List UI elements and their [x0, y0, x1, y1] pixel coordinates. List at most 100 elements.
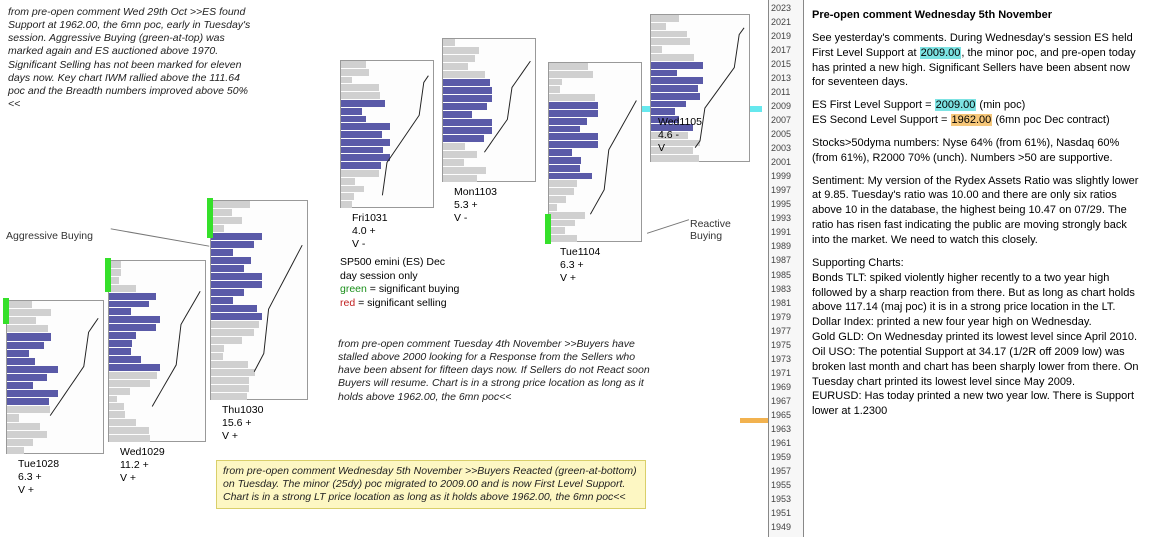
profile-mon1103 [442, 38, 536, 182]
price-path [443, 39, 535, 180]
commentary-p11: EURUSD: Has today printed a new two year… [812, 389, 1140, 419]
chart-area: from pre-open comment Wed 29th Oct >>ES … [0, 0, 768, 537]
price-tick: 1963 [771, 425, 791, 434]
day-range: 6.3 + [18, 471, 59, 484]
price-tick: 2003 [771, 144, 791, 153]
day-range: 5.3 + [454, 199, 497, 212]
price-tick: 1985 [771, 271, 791, 280]
day-label-mon1103: Mon11035.3 +V - [454, 186, 497, 225]
note-wed5nov-box: from pre-open comment Wednesday 5th Nove… [216, 460, 646, 509]
price-axis: 2023202120192017201520132011200920072005… [768, 0, 804, 537]
price-tick: 2011 [771, 88, 790, 97]
price-path [109, 261, 205, 439]
price-path [549, 63, 641, 239]
price-tick: 1959 [771, 453, 791, 462]
price-tick: 1977 [771, 327, 791, 336]
price-tick: 1989 [771, 242, 791, 251]
price-tick: 2013 [771, 74, 791, 83]
day-vol: V + [560, 272, 600, 285]
day-range: 6.3 + [560, 259, 600, 272]
day-name: Wed1105 [658, 116, 702, 129]
arrow-aggr-buying [111, 228, 210, 246]
day-vol: V [658, 142, 702, 155]
day-vol: V + [18, 484, 59, 497]
commentary-p10: Oil USO: The potential Support at 34.17 … [812, 345, 1140, 390]
aggressive-buying-label: Aggressive Buying [6, 230, 93, 242]
day-vol: V - [352, 238, 388, 251]
legend-instrument: SP500 emini (ES) Dec [340, 256, 530, 270]
price-tick: 1995 [771, 200, 791, 209]
price-tick: 1953 [771, 495, 791, 504]
day-name: Tue1104 [560, 246, 600, 259]
commentary-panel: Pre-open comment Wednesday 5th November … [812, 8, 1140, 427]
note-tue4nov: from pre-open comment Tuesday 4th Novemb… [338, 338, 658, 404]
chart-legend: SP500 emini (ES) Dec day session only gr… [340, 256, 530, 311]
price-tick: 1965 [771, 411, 791, 420]
hl-second-support-val: 1962.00 [951, 114, 993, 126]
hl-first-support: 2009.00 [920, 47, 962, 59]
day-name: Tue1028 [18, 458, 59, 471]
day-label-tue1028: Tue10286.3 +V + [18, 458, 59, 497]
profile-tue1104 [548, 62, 642, 242]
price-tick: 1983 [771, 285, 791, 294]
price-tick: 1969 [771, 383, 791, 392]
legend-session: day session only [340, 270, 530, 284]
commentary-p8: Dollar Index: printed a new four year hi… [812, 315, 1140, 330]
day-vol: V + [120, 472, 165, 485]
day-vol: V + [222, 430, 263, 443]
price-tick: 1993 [771, 214, 791, 223]
price-tick: 1955 [771, 481, 791, 490]
price-tick: 1999 [771, 172, 791, 181]
day-range: 15.6 + [222, 417, 263, 430]
price-tick: 1975 [771, 341, 791, 350]
profile-wed1029 [108, 260, 206, 442]
price-tick: 2015 [771, 60, 791, 69]
note-wed29oct: from pre-open comment Wed 29th Oct >>ES … [8, 6, 258, 111]
profile-tue1028 [6, 300, 104, 454]
price-tick: 1949 [771, 523, 791, 532]
orange-support-line [740, 418, 770, 423]
price-path [341, 61, 433, 206]
price-tick: 1973 [771, 355, 791, 364]
price-tick: 1981 [771, 299, 791, 308]
day-label-tue1104: Tue11046.3 +V + [560, 246, 600, 285]
price-tick: 2017 [771, 46, 791, 55]
price-path [7, 301, 103, 452]
commentary-p4: Stocks>50dyma numbers: Nyse 64% (from 61… [812, 136, 1140, 166]
price-path [211, 201, 307, 397]
day-range: 4.6 - [658, 129, 702, 142]
day-name: Wed1029 [120, 446, 165, 459]
day-vol: V - [454, 212, 497, 225]
reactive-buying-label: Reactive Buying [690, 218, 750, 242]
day-label-fri1031: Fri10314.0 +V - [352, 212, 388, 251]
day-label-wed1105: Wed11054.6 -V [658, 116, 702, 155]
price-tick: 2005 [771, 130, 791, 139]
green-mark-wed1029 [105, 258, 111, 292]
price-tick: 1971 [771, 369, 791, 378]
price-tick: 2001 [771, 158, 791, 167]
price-tick: 2007 [771, 116, 791, 125]
commentary-p5: Sentiment: My version of the Rydex Asset… [812, 174, 1140, 248]
day-label-thu1030: Thu103015.6 +V + [222, 404, 263, 443]
commentary-p7: Bonds TLT: spiked violently higher recen… [812, 271, 1140, 316]
price-tick: 2009 [771, 102, 791, 111]
price-tick: 2021 [771, 18, 791, 27]
price-tick: 1957 [771, 467, 791, 476]
day-name: Thu1030 [222, 404, 263, 417]
commentary-p1: See yesterday's comments. During Wednesd… [812, 31, 1140, 90]
hl-first-support-val: 2009.00 [935, 99, 977, 111]
day-range: 11.2 + [120, 459, 165, 472]
price-tick: 1979 [771, 313, 791, 322]
commentary-p6: Supporting Charts: [812, 256, 1140, 271]
price-tick: 1997 [771, 186, 791, 195]
commentary-p9: Gold GLD: On Wednesday printed its lowes… [812, 330, 1140, 345]
day-label-wed1029: Wed102911.2 +V + [120, 446, 165, 485]
price-tick: 1987 [771, 256, 791, 265]
arrow-reactive-buying [647, 219, 689, 234]
price-tick: 1991 [771, 228, 791, 237]
commentary-p3: ES Second Level Support = 1962.00 (6mn p… [812, 113, 1140, 128]
commentary-p2: ES First Level Support = 2009.00 (min po… [812, 98, 1140, 113]
green-mark-tue1104 [545, 214, 551, 244]
profile-thu1030 [210, 200, 308, 400]
green-mark-thu1030 [207, 198, 213, 238]
